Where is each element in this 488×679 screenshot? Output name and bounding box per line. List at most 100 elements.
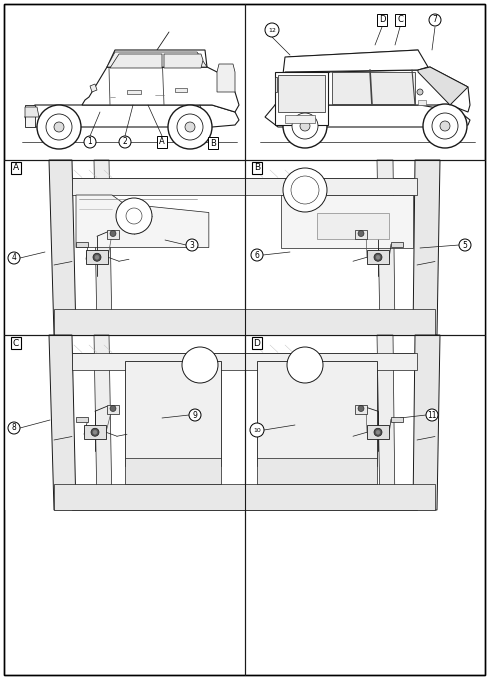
Text: 10: 10 — [253, 428, 260, 433]
Polygon shape — [72, 352, 244, 510]
Polygon shape — [217, 64, 235, 92]
Circle shape — [299, 121, 309, 131]
Circle shape — [91, 428, 99, 436]
Polygon shape — [244, 177, 416, 195]
Polygon shape — [25, 105, 239, 127]
Text: 4: 4 — [12, 253, 17, 263]
Polygon shape — [274, 77, 276, 92]
Polygon shape — [25, 107, 39, 117]
Circle shape — [264, 23, 279, 37]
Bar — [366, 425, 388, 439]
Circle shape — [110, 405, 116, 411]
Bar — [390, 242, 402, 247]
Circle shape — [458, 239, 470, 251]
Text: 8: 8 — [12, 424, 16, 433]
Circle shape — [416, 89, 422, 95]
Circle shape — [439, 121, 449, 131]
Polygon shape — [278, 75, 325, 112]
Circle shape — [431, 113, 457, 139]
Bar — [285, 115, 314, 123]
Polygon shape — [76, 195, 208, 248]
Polygon shape — [54, 483, 244, 510]
Polygon shape — [244, 352, 416, 370]
Bar — [417, 100, 425, 105]
Polygon shape — [110, 54, 162, 68]
Polygon shape — [244, 352, 416, 510]
Circle shape — [357, 230, 363, 236]
Text: C: C — [13, 339, 19, 348]
Text: B: B — [253, 164, 260, 172]
Bar — [354, 230, 366, 238]
Circle shape — [177, 114, 203, 140]
Text: A: A — [159, 138, 164, 147]
Polygon shape — [90, 84, 97, 92]
Polygon shape — [49, 335, 76, 510]
Polygon shape — [264, 105, 469, 127]
Circle shape — [189, 409, 201, 421]
Polygon shape — [54, 309, 244, 335]
Bar — [354, 405, 366, 414]
Circle shape — [95, 255, 99, 259]
Circle shape — [249, 423, 264, 437]
Circle shape — [126, 208, 142, 224]
Circle shape — [93, 430, 97, 435]
Polygon shape — [274, 72, 327, 125]
Circle shape — [425, 409, 437, 421]
Circle shape — [110, 230, 116, 236]
Circle shape — [375, 430, 379, 435]
Bar — [4, 160, 244, 335]
Text: A: A — [13, 164, 19, 172]
Circle shape — [422, 104, 466, 148]
Polygon shape — [124, 458, 221, 483]
Text: 2: 2 — [122, 138, 127, 147]
Bar — [107, 230, 119, 238]
Text: C: C — [396, 16, 402, 24]
Polygon shape — [72, 177, 244, 335]
Polygon shape — [412, 335, 439, 510]
Polygon shape — [376, 160, 394, 335]
Polygon shape — [274, 67, 469, 112]
Bar — [316, 213, 388, 239]
Bar — [4, 335, 244, 510]
Circle shape — [357, 405, 363, 411]
Circle shape — [286, 347, 323, 383]
Bar — [76, 242, 88, 247]
Circle shape — [184, 122, 195, 132]
Circle shape — [46, 114, 72, 140]
Bar — [84, 425, 106, 439]
Polygon shape — [281, 195, 412, 248]
Bar — [107, 405, 119, 414]
Circle shape — [119, 136, 131, 148]
Bar — [127, 90, 141, 94]
Bar — [244, 160, 484, 335]
Text: 3: 3 — [189, 240, 194, 249]
Text: 5: 5 — [462, 240, 467, 249]
Circle shape — [37, 105, 81, 149]
Bar — [244, 335, 484, 510]
Polygon shape — [257, 458, 376, 483]
Polygon shape — [331, 72, 414, 104]
Polygon shape — [417, 67, 467, 105]
Circle shape — [283, 104, 326, 148]
Circle shape — [54, 122, 64, 132]
Circle shape — [283, 168, 326, 212]
Bar — [390, 418, 402, 422]
Polygon shape — [72, 352, 244, 370]
Text: 12: 12 — [267, 28, 275, 33]
Polygon shape — [280, 50, 427, 100]
Circle shape — [182, 347, 218, 383]
Circle shape — [250, 249, 263, 261]
Text: 1: 1 — [87, 138, 92, 147]
Circle shape — [373, 253, 381, 261]
Polygon shape — [163, 54, 203, 68]
Circle shape — [290, 176, 318, 204]
Polygon shape — [244, 309, 434, 335]
Circle shape — [84, 136, 96, 148]
Bar — [86, 251, 108, 264]
Circle shape — [93, 253, 101, 261]
Text: D: D — [253, 339, 260, 348]
Polygon shape — [94, 160, 112, 335]
Polygon shape — [82, 67, 239, 112]
Circle shape — [8, 422, 20, 434]
Polygon shape — [49, 160, 76, 335]
